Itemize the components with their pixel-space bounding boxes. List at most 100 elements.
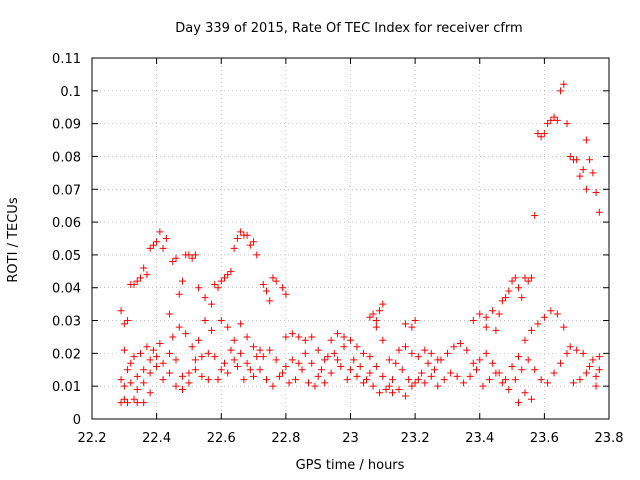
data-point (217, 366, 225, 374)
data-point (317, 366, 325, 374)
data-point (476, 356, 484, 364)
data-point (230, 336, 238, 344)
data-point (489, 307, 497, 315)
data-point (191, 366, 199, 374)
data-point (582, 136, 590, 144)
data-point (376, 389, 384, 397)
data-point (389, 389, 397, 397)
data-point (547, 116, 555, 124)
data-point (372, 362, 380, 370)
data-point (275, 372, 283, 380)
data-point (334, 356, 342, 364)
data-point (515, 353, 523, 361)
data-point (531, 212, 539, 220)
data-point (169, 257, 177, 265)
data-point (573, 346, 581, 354)
data-point (353, 372, 361, 380)
data-point (379, 336, 387, 344)
data-point (269, 382, 277, 390)
data-point (311, 382, 319, 390)
data-point (401, 320, 409, 328)
data-point (117, 307, 125, 315)
data-point (453, 372, 461, 380)
data-point (595, 208, 603, 216)
data-point (124, 317, 132, 325)
data-point (140, 379, 148, 387)
x-tick-label: 22.2 (78, 431, 107, 446)
y-tick-label: 0.01 (52, 380, 81, 395)
data-point (195, 336, 203, 344)
data-point (172, 382, 180, 390)
data-point (579, 166, 587, 174)
data-point (521, 389, 529, 397)
data-point (550, 369, 558, 377)
data-point (208, 300, 216, 308)
data-point (392, 359, 400, 367)
y-tick-label: 0.02 (52, 347, 81, 362)
data-point (262, 287, 270, 295)
data-point (324, 353, 332, 361)
data-point (557, 359, 565, 367)
data-point (166, 310, 174, 318)
data-point (243, 333, 251, 341)
data-point (379, 300, 387, 308)
data-point (127, 359, 135, 367)
data-point (582, 369, 590, 377)
data-point (521, 274, 529, 282)
data-point (460, 379, 468, 387)
data-point (259, 353, 267, 361)
data-point (366, 369, 374, 377)
data-point (540, 313, 548, 321)
data-point (569, 379, 577, 387)
data-point (340, 343, 348, 351)
data-point (463, 346, 471, 354)
data-point (130, 395, 138, 403)
data-point (224, 271, 232, 279)
data-point (511, 274, 519, 282)
data-point (133, 277, 141, 285)
data-point (563, 349, 571, 357)
data-point (301, 336, 309, 344)
data-point (531, 366, 539, 374)
data-point (159, 359, 167, 367)
data-point (485, 376, 493, 384)
data-point (434, 382, 442, 390)
data-point (473, 366, 481, 374)
data-point (414, 376, 422, 384)
data-point (282, 290, 290, 298)
data-point (408, 349, 416, 357)
data-point (117, 399, 125, 407)
data-point (233, 235, 241, 242)
data-point (208, 326, 216, 334)
data-point (124, 399, 132, 407)
data-point (246, 241, 254, 249)
data-point (337, 362, 345, 370)
data-point (527, 274, 535, 282)
data-point (250, 238, 258, 246)
data-point (201, 317, 209, 325)
data-point (253, 353, 261, 361)
data-point (140, 264, 148, 272)
data-point (146, 244, 154, 252)
y-tick-label: 0.08 (52, 150, 81, 165)
data-point (553, 310, 561, 318)
data-point (456, 340, 464, 348)
data-point (379, 372, 387, 380)
data-point (447, 369, 455, 377)
data-point (211, 280, 219, 288)
data-point (592, 189, 600, 197)
data-point (395, 385, 403, 393)
data-point (282, 362, 290, 370)
data-point (166, 349, 174, 357)
data-point (304, 379, 312, 387)
data-point (127, 379, 135, 387)
data-point (117, 376, 125, 384)
data-point (437, 356, 445, 364)
data-point (220, 274, 228, 282)
data-point (136, 274, 144, 282)
data-point (482, 349, 490, 357)
data-point (573, 156, 581, 164)
data-point (298, 366, 306, 374)
x-tick-label: 23.8 (595, 431, 624, 446)
data-point (237, 349, 245, 357)
